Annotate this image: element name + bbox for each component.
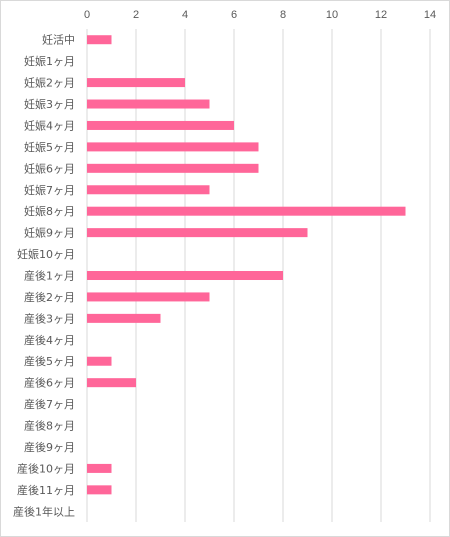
category-label: 妊娠3ヶ月 <box>24 97 75 111</box>
x-tick-label: 10 <box>326 9 338 21</box>
bar <box>87 185 210 195</box>
bar <box>87 99 210 109</box>
bar <box>87 313 161 323</box>
category-label: 妊娠1ヶ月 <box>24 54 75 68</box>
category-label: 産後3ヶ月 <box>24 311 75 325</box>
category-label: 産後7ヶ月 <box>24 397 75 411</box>
bar <box>87 463 112 473</box>
x-tick-label: 6 <box>231 9 237 21</box>
category-label: 妊娠5ヶ月 <box>24 140 75 154</box>
category-label: 妊娠7ヶ月 <box>24 183 75 197</box>
bar <box>87 142 259 152</box>
x-tick-label: 12 <box>375 9 387 21</box>
category-label: 産後6ヶ月 <box>24 376 75 390</box>
x-tick-label: 14 <box>424 9 436 21</box>
category-label: 産後10ヶ月 <box>17 461 75 475</box>
bar <box>87 120 234 130</box>
x-tick-label: 8 <box>280 9 286 21</box>
bar <box>87 163 259 173</box>
category-label: 妊娠9ヶ月 <box>24 226 75 240</box>
x-tick-label: 0 <box>84 9 90 21</box>
bar <box>87 35 112 45</box>
category-label: 妊娠2ヶ月 <box>24 76 75 90</box>
bar <box>87 378 136 388</box>
bar <box>87 78 185 88</box>
bar <box>87 292 210 302</box>
category-label: 産後9ヶ月 <box>24 440 75 454</box>
bar <box>87 270 283 281</box>
category-label: 産後11ヶ月 <box>17 483 75 497</box>
category-label: 産後2ヶ月 <box>24 290 75 304</box>
category-label: 妊娠6ヶ月 <box>24 161 75 175</box>
category-label: 妊娠8ヶ月 <box>24 204 75 218</box>
bar <box>87 228 308 238</box>
category-label: 産後1ヶ月 <box>24 269 75 283</box>
bars <box>87 35 406 495</box>
category-label: 妊活中 <box>42 33 75 47</box>
x-tick-label: 4 <box>182 9 188 21</box>
category-labels: 妊活中妊娠1ヶ月妊娠2ヶ月妊娠3ヶ月妊娠4ヶ月妊娠5ヶ月妊娠6ヶ月妊娠7ヶ月妊娠… <box>13 33 75 519</box>
category-label: 産後1年以上 <box>13 504 75 518</box>
category-label: 産後4ヶ月 <box>24 333 75 347</box>
bar <box>87 206 406 216</box>
category-label: 妊娠10ヶ月 <box>17 247 75 261</box>
category-label: 産後8ヶ月 <box>24 419 75 433</box>
category-label: 妊娠4ヶ月 <box>24 118 75 132</box>
x-axis-ticks: 0 2 4 6 8 10 12 14 <box>84 9 436 21</box>
category-label: 産後5ヶ月 <box>24 354 75 368</box>
bar <box>87 356 112 366</box>
x-tick-label: 2 <box>133 9 139 21</box>
bar <box>87 485 112 495</box>
